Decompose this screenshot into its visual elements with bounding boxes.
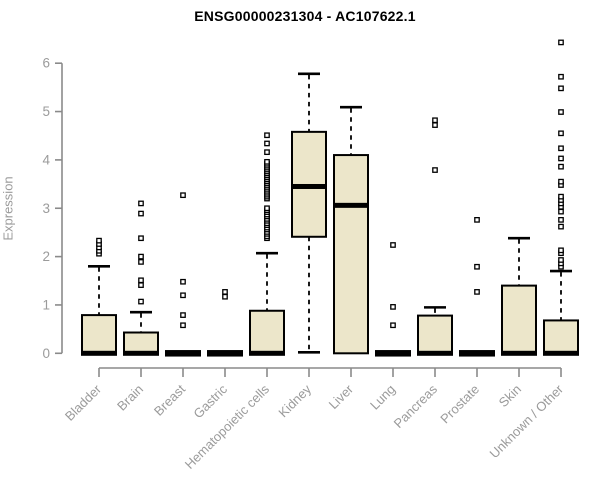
x-tick-label: Pancreas	[391, 381, 441, 431]
median-bar	[81, 350, 117, 356]
y-tick-label: 2	[42, 249, 50, 264]
outlier-point	[558, 178, 564, 185]
y-tick-label: 6	[42, 56, 50, 71]
outlier-point	[264, 132, 270, 139]
boxplot-brain	[123, 200, 159, 356]
outlier-point	[264, 149, 270, 156]
median-bar	[249, 350, 285, 356]
median-bar	[333, 202, 369, 208]
outlier-point	[138, 282, 144, 288]
outlier-point	[558, 155, 564, 162]
outlier-point	[264, 140, 270, 147]
outlier-point	[558, 163, 564, 170]
iqr-box	[543, 319, 579, 355]
x-tick-label: Gastric	[190, 381, 230, 421]
boxplot-gastric	[207, 289, 243, 357]
outlier-point	[138, 298, 144, 305]
outlier-point	[558, 85, 564, 92]
y-tick-label: 5	[42, 104, 50, 119]
outlier-point	[180, 278, 186, 285]
outlier-point	[138, 235, 144, 242]
outlier-point	[432, 122, 438, 128]
outlier-point	[180, 322, 186, 329]
outlier-point	[558, 193, 564, 200]
outlier-point	[222, 289, 228, 295]
median-bar	[375, 350, 411, 357]
x-tick-label: Liver	[326, 381, 357, 412]
median-bar	[417, 350, 453, 356]
outlier-point	[138, 200, 144, 207]
outlier-point	[558, 145, 564, 152]
outlier-point	[180, 312, 186, 318]
outlier-point	[138, 259, 144, 265]
outlier-point	[390, 242, 396, 248]
x-tick-label: Breast	[151, 381, 188, 418]
outlier-point	[558, 257, 564, 263]
median-bar	[123, 350, 159, 356]
y-tick-label: 1	[42, 297, 50, 312]
x-tick-label: Lung	[367, 382, 398, 413]
outlier-point	[558, 39, 564, 46]
outlier-point	[558, 130, 564, 137]
outlier-point	[138, 277, 144, 284]
iqr-box	[249, 309, 285, 355]
outlier-point	[264, 205, 270, 212]
outlier-point	[558, 109, 564, 115]
boxplot-bladder	[81, 237, 117, 356]
boxplot-pancreas	[417, 117, 453, 356]
outlier-point	[264, 158, 270, 165]
iqr-box	[333, 154, 369, 355]
outlier-point	[558, 217, 564, 223]
median-bar	[459, 350, 495, 357]
outlier-point	[558, 73, 564, 80]
iqr-box	[123, 331, 159, 355]
boxplot-hematopoietic-cells	[249, 132, 285, 356]
boxplot-breast	[165, 192, 201, 357]
median-bar	[207, 350, 243, 357]
boxplot-lung	[375, 242, 411, 357]
outlier-point	[432, 117, 438, 124]
outlier-point	[96, 237, 102, 244]
outlier-point	[138, 253, 144, 260]
outlier-point	[558, 223, 564, 230]
outlier-point	[474, 289, 480, 295]
iqr-box	[81, 314, 117, 355]
outlier-point	[180, 292, 186, 299]
outlier-point	[390, 304, 396, 310]
iqr-box	[501, 284, 537, 355]
x-tick-label: Bladder	[62, 381, 105, 424]
boxplot-unknown-other	[543, 39, 579, 356]
x-tick-label: Prostate	[437, 382, 482, 427]
outlier-point	[558, 208, 564, 215]
boxplot-liver	[333, 105, 369, 355]
outlier-point	[222, 293, 228, 300]
chart-title: ENSG00000231304 - AC107622.1	[194, 8, 416, 24]
x-tick-label: Unknown / Other	[487, 381, 567, 461]
median-bar	[543, 350, 579, 356]
outlier-point	[474, 263, 480, 270]
median-bar	[291, 183, 327, 189]
boxplot-kidney	[291, 72, 327, 354]
outlier-point	[432, 167, 438, 173]
x-tick-label: Kidney	[275, 381, 314, 420]
outlier-point	[138, 210, 144, 217]
median-bar	[501, 350, 537, 356]
boxplot-prostate	[459, 217, 495, 357]
outlier-point	[390, 322, 396, 329]
x-tick-label: Skin	[496, 382, 524, 410]
y-tick-label: 4	[42, 152, 50, 167]
y-tick-label: 0	[42, 346, 50, 361]
outlier-point	[474, 217, 480, 223]
outlier-point	[180, 192, 186, 199]
iqr-box	[417, 314, 453, 355]
boxplot-skin	[501, 236, 537, 356]
y-tick-label: 3	[42, 201, 50, 216]
outlier-point	[558, 247, 564, 254]
median-bar	[165, 350, 201, 357]
x-tick-label: Brain	[114, 382, 146, 414]
